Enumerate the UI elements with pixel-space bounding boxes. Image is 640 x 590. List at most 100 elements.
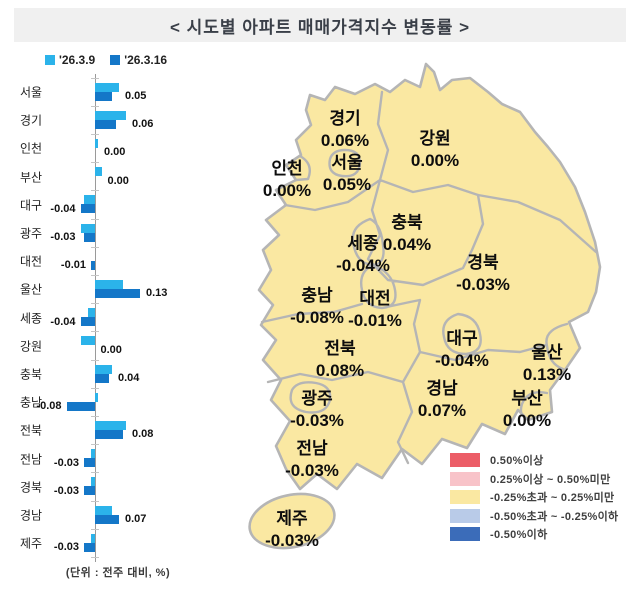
bar-row-제주: 제주 -0.03 [18,529,230,557]
axis-tick [91,246,99,248]
axis-tick [91,528,99,530]
axis-tick [91,387,99,389]
map-region-name-부산: 부산 [511,389,543,408]
unit-note: (단위 : 전주 대비, %) [65,567,171,579]
bar-chart: 서울 0.05 경기 0.06 인천 0.00 부산 0.00 대구 -0.04 광주 -0.03 대전… [18,74,230,562]
bar-prev-전북 [94,420,126,430]
axis-tick [91,331,99,333]
prev-week-swatch-icon [45,55,55,65]
axis-tick [91,303,99,305]
map-region-value-전남: -0.03% [285,461,339,480]
bar-prev-세종 [87,308,95,318]
bar-category-label: 인천 [20,141,43,156]
bar-chart-panel: '26.3.9 '26.3.16 서울 0.05 경기 0.06 인천 0.00 부산 0.0… [18,50,230,586]
map-region-value-충남: -0.08% [290,308,344,327]
map-region-value-대구: -0.04% [435,351,489,370]
map-region-name-전북: 전북 [324,339,356,358]
map-region-value-경기: 0.06% [321,131,369,150]
bar-prev-부산 [94,167,102,177]
bar-curr-서울 [94,91,112,101]
bar-curr-전남 [84,458,95,468]
axis-tick [91,556,99,558]
bar-value-label: 0.04 [118,372,140,384]
bar-value-label: -0.03 [53,456,79,469]
map-legend-label: 0.50%이상 [490,455,544,467]
bar-prev-광주 [80,223,95,233]
map-region-name-경북: 경북 [467,253,499,272]
map-legend: 0.50%이상 0.25%이상 ~ 0.50%미만 -0.25%초과 ~ 0.25%… [450,453,618,541]
bar-curr-세종 [80,317,95,327]
bar-row-대전: 대전 -0.01 [18,247,230,275]
bar-category-label: 전북 [20,423,43,438]
bar-category-label: 충남 [20,395,43,410]
map-legend-row: -0.25%초과 ~ 0.25%미만 [450,490,618,504]
bar-prev-전남 [91,449,95,459]
map-legend-swatch-icon [450,453,480,467]
bar-curr-경북 [84,486,95,496]
bar-row-세종: 세종 -0.04 [18,304,230,332]
axis-tick [91,77,99,79]
map-region-value-충북: 0.04% [383,235,431,254]
bar-row-강원: 강원 0.00 [18,332,230,360]
axis-line [94,74,96,562]
map-region-value-강원: 0.00% [411,151,459,170]
bar-prev-충남 [94,392,98,402]
map-region-value-전북: 0.08% [316,361,364,380]
prev-week-label: '26.3.9 [59,53,96,67]
bar-category-label: 경기 [20,113,43,128]
map-region-name-울산: 울산 [531,343,563,362]
bar-prev-강원 [80,336,95,346]
korea-map: 경기 0.06% 강원 0.00% 인천 0.00% 서울 0.05% 충북 0.04%세종 -0.… [248,62,602,550]
jeju-island-shape [248,492,336,550]
legend-item-curr-week: '26.3.16 [110,53,167,67]
bar-prev-충북 [94,364,112,374]
map-legend-row: -0.50%이하 [450,527,618,541]
map-region-name-대전: 대전 [359,289,390,308]
map-region-value-부산: 0.00% [503,411,551,430]
bar-row-부산: 부산 0.00 [18,163,230,191]
bar-row-충남: 충남 -0.08 [18,388,230,416]
bar-value-label: -0.03 [53,541,79,554]
map-legend-swatch-icon [450,527,480,541]
map-region-name-경기: 경기 [329,109,360,128]
bar-prev-경북 [91,477,95,487]
bar-value-label: 0.00 [107,174,129,187]
page-title: < 시도별 아파트 매매가격지수 변동률 > [169,17,471,37]
map-region-value-경남: 0.07% [418,401,466,420]
map-region-name-강원: 강원 [419,129,450,148]
axis-tick [91,415,99,417]
map-labels: 경기 0.06% 강원 0.00% 인천 0.00% 서울 0.05% 충북 0.04%세종 -0.… [263,109,571,550]
axis-tick [91,162,99,164]
bar-category-label: 충북 [20,367,43,382]
bar-curr-충남 [66,401,95,411]
bar-row-경북: 경북 -0.03 [18,473,230,501]
bar-value-label: 0.07 [125,513,147,525]
legend-item-prev-week: '26.3.9 [45,53,95,67]
bar-value-label: 0.05 [125,90,147,102]
map-region-name-대구: 대구 [446,329,478,348]
bar-prev-경남 [94,505,112,515]
map-legend-row: 0.50%이상 [450,453,618,467]
bar-value-label: -0.03 [53,484,79,497]
bar-value-label: 0.08 [132,428,154,441]
map-region-name-세종: 세종 [347,234,379,253]
mainland-shape [257,62,602,491]
axis-tick [91,274,99,276]
bar-row-울산: 울산 0.13 [18,275,230,303]
axis-tick [91,359,99,361]
bar-value-label: -0.04 [50,202,76,215]
bar-curr-전북 [94,429,123,439]
bar-value-label: -0.08 [36,400,62,413]
bar-value-label: -0.04 [50,315,76,328]
map-legend-label: 0.25%이상 ~ 0.50%미만 [490,473,611,486]
map-legend-swatch-icon [450,508,480,523]
region-borders [260,90,598,465]
bar-category-label: 광주 [20,226,43,241]
bar-prev-제주 [91,533,95,543]
map-region-name-서울: 서울 [331,153,363,172]
bar-category-label: 부산 [20,170,43,185]
map-legend-label: -0.25%초과 ~ 0.25%미만 [490,492,615,504]
bar-value-label: -0.03 [50,231,76,243]
map-legend-row: 0.25%이상 ~ 0.50%미만 [450,471,618,486]
